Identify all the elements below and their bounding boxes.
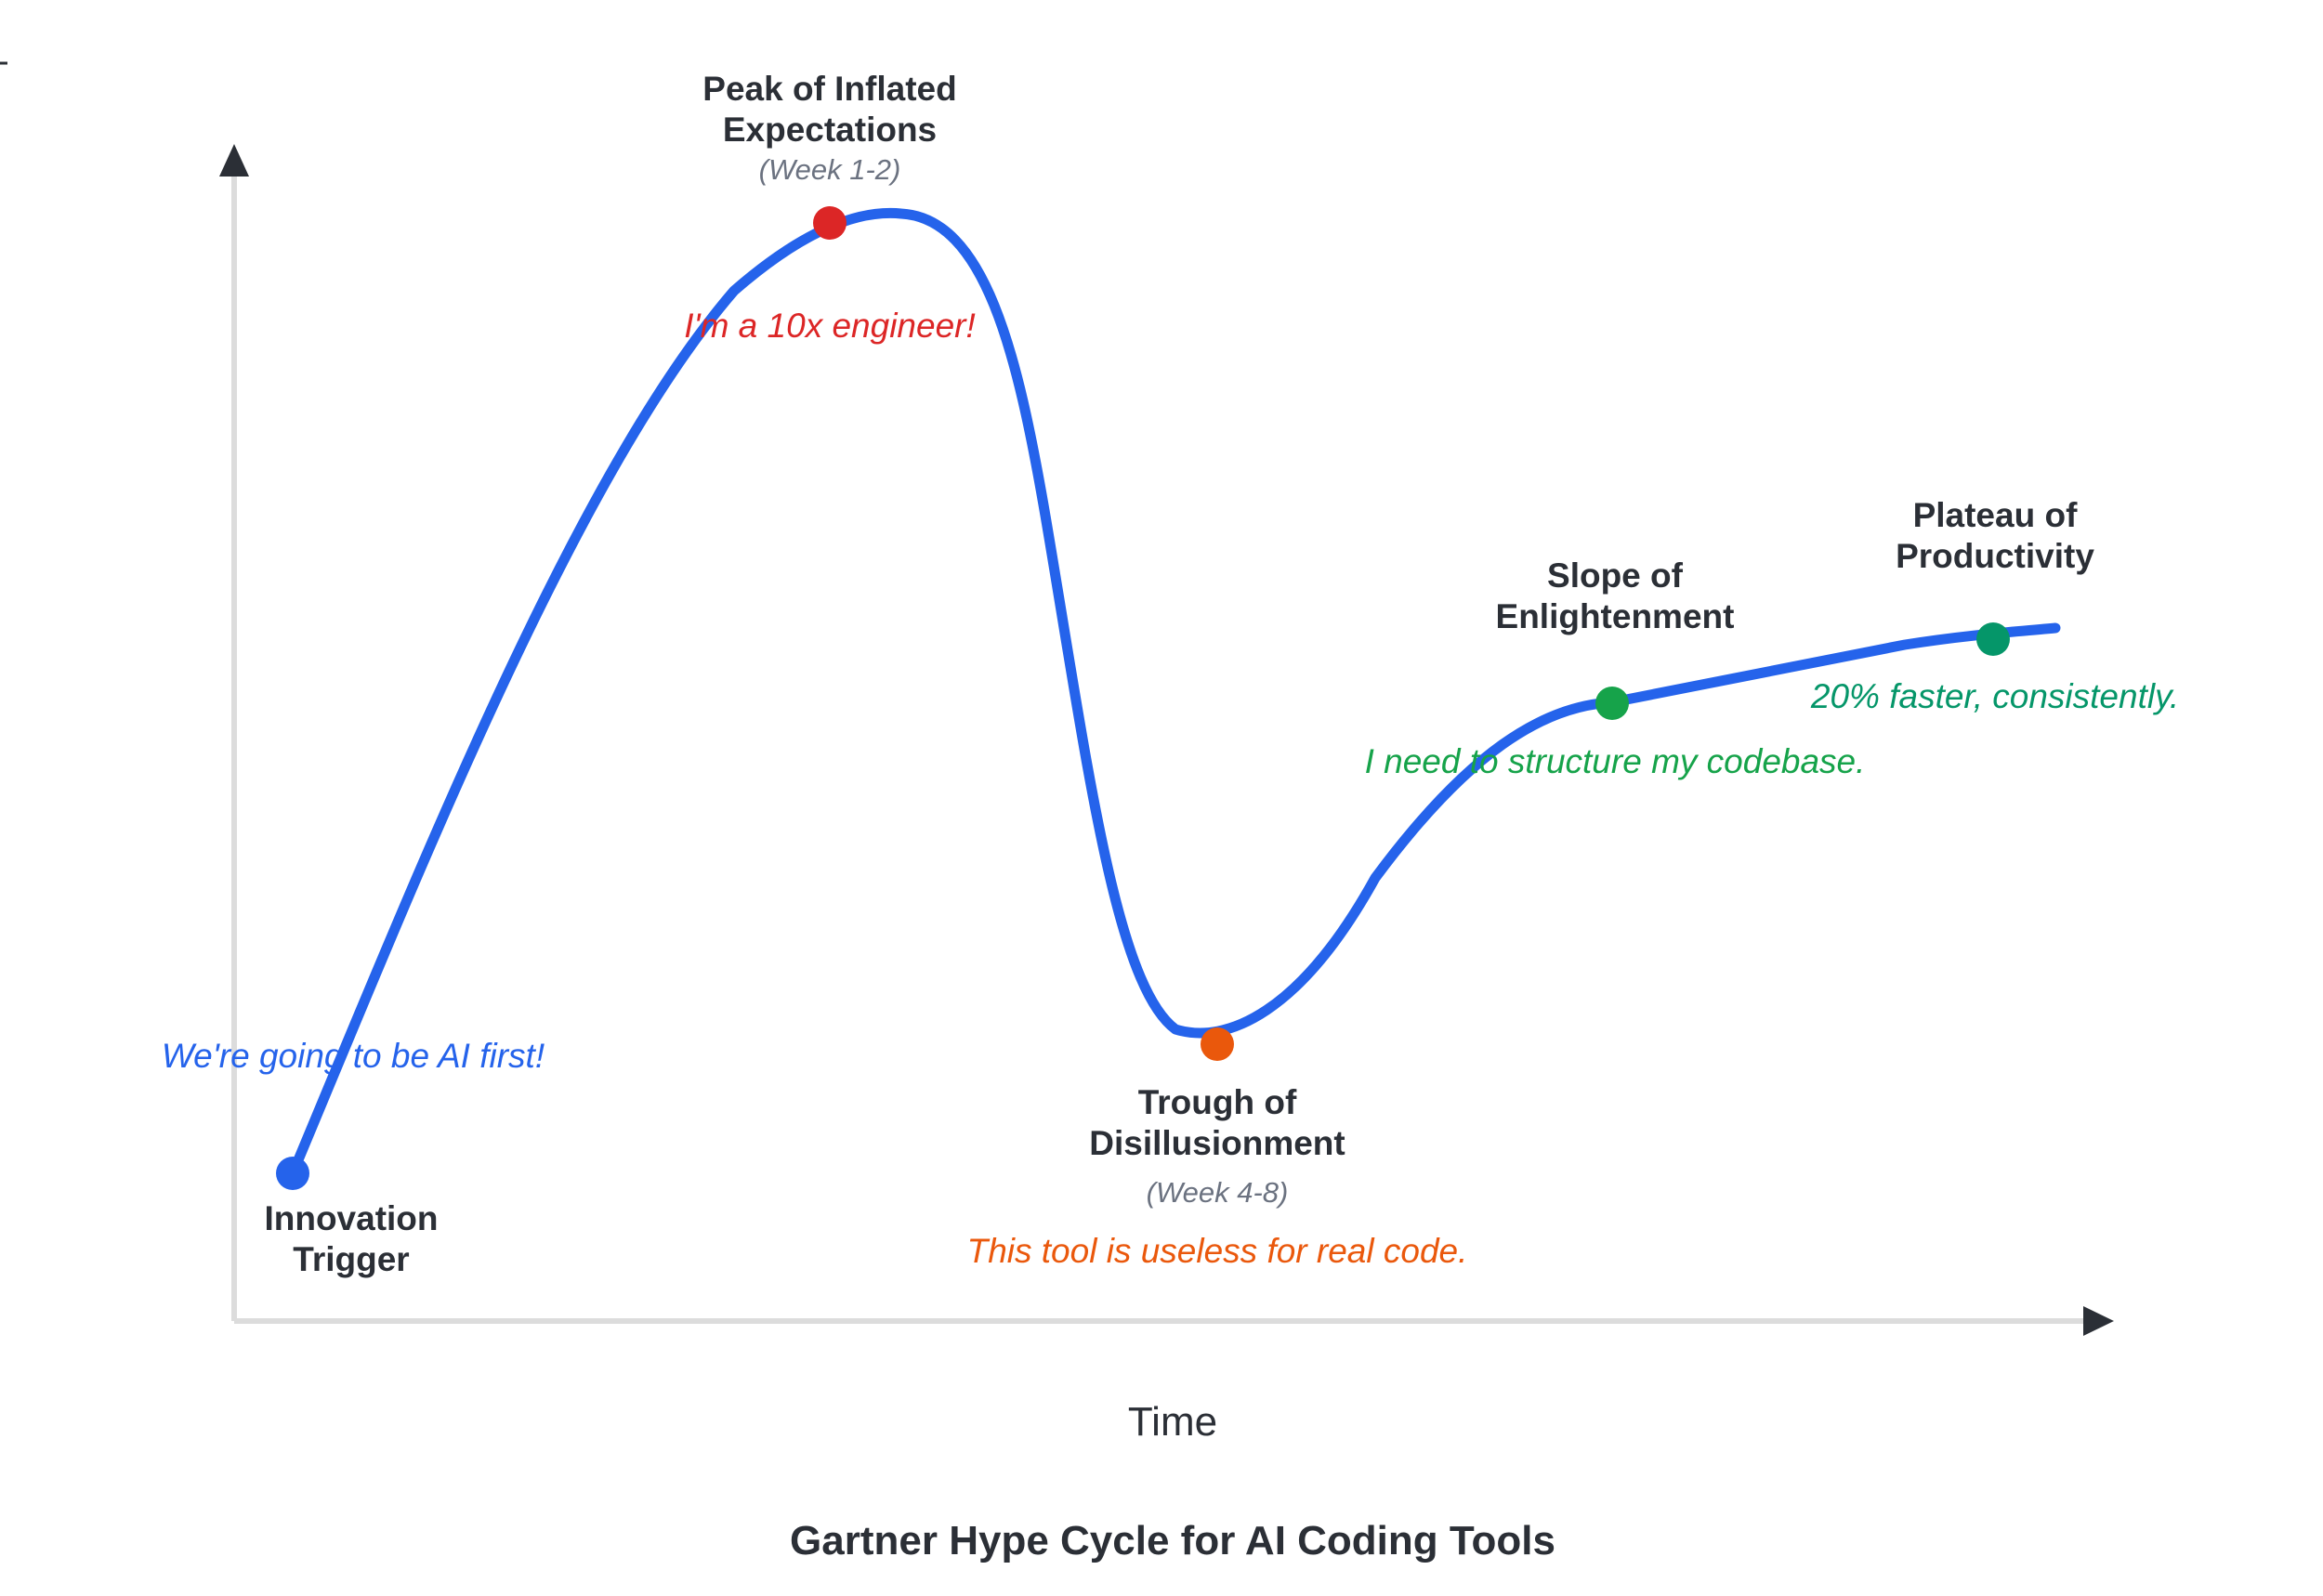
plateau-quote: 20% faster, consistently. (1810, 677, 2179, 715)
innovation-label-line1: Innovation (264, 1199, 438, 1237)
trough-marker (1201, 1027, 1234, 1061)
trough-label-line1: Trough of (1138, 1083, 1297, 1121)
plateau-label-line2: Productivity (1896, 537, 2094, 575)
slope-label-line1: Slope of (1547, 556, 1684, 595)
hype-curve (287, 207, 2061, 1179)
peak-label-line2: Expectations (723, 111, 937, 149)
trough-quote: This tool is useless for real code. (967, 1232, 1468, 1270)
peak-quote: I'm a 10x engineer! (684, 307, 976, 345)
innovation-trigger-marker (276, 1157, 309, 1190)
innovation-quote: We're going to be AI first! (162, 1037, 545, 1075)
x-axis-label: Time (1128, 1399, 1217, 1445)
slope-marker (1595, 687, 1629, 720)
peak-marker (813, 206, 847, 240)
trough-label-line2: Disillusionment (1089, 1124, 1345, 1162)
innovation-label-line2: Trigger (293, 1240, 409, 1278)
y-axis-arrow (219, 144, 249, 177)
x-axis-arrow (2083, 1306, 2114, 1336)
diagram-title: Gartner Hype Cycle for AI Coding Tools (790, 1518, 1555, 1563)
plateau-marker (1976, 622, 2010, 656)
slope-quote: I need to structure my codebase. (1365, 742, 1866, 780)
peak-period: (Week 1-2) (759, 153, 901, 186)
peak-label-line1: Peak of Inflated (702, 70, 956, 108)
plateau-label-line1: Plateau of (1913, 496, 2078, 534)
slope-label-line2: Enlightenment (1496, 597, 1735, 635)
trough-period: (Week 4-8) (1147, 1176, 1289, 1209)
